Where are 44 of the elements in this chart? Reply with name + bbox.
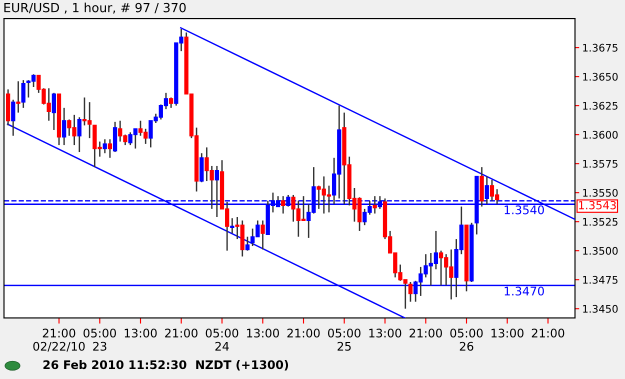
x-tick-label: 13:00: [247, 328, 279, 338]
x-tick-label: 05:00 23: [84, 328, 116, 351]
candlestick: [21, 79, 26, 109]
x-tick-label: 05:00 26: [450, 328, 483, 351]
candlestick: [230, 217, 234, 234]
y-tick-label: 1.3500: [583, 246, 618, 255]
chart-title: EUR/USD , 1 hour, # 97 / 370: [4, 2, 186, 14]
candlestick: [102, 138, 107, 154]
ref-line-label: 1.3470: [504, 286, 544, 296]
x-tick-label: 05:00 24: [206, 328, 238, 351]
y-tick-label: 1.3525: [583, 218, 618, 226]
x-tick-label: 21:00: [287, 328, 320, 338]
candlestick: [408, 281, 413, 302]
x-tick-label: 21:00: [410, 328, 442, 338]
candlestick: [108, 138, 112, 159]
y-tick-label: 1.3675: [583, 44, 618, 52]
x-tick-label: 13:00: [369, 328, 402, 338]
candlestick: [62, 107, 66, 146]
x-tick-label: 21:00 02/22/10: [33, 328, 85, 352]
candlestick: [281, 195, 286, 214]
candlestick: [16, 80, 20, 114]
candlestick: [52, 92, 56, 131]
candlestick: [260, 220, 265, 250]
x-tick-label: 05:00 25: [328, 328, 360, 351]
y-tick-label: 1.3550: [583, 188, 618, 197]
x-tick-label: 13:00: [492, 328, 524, 338]
y-tick-label: 1.3600: [583, 130, 618, 139]
text: 26 Feb 2010 11:52:30 NZDT (+1300): [43, 360, 288, 371]
x-tick-label: 13:00: [124, 328, 157, 338]
y-tick-label: 1.3575: [583, 160, 618, 168]
ref-line-label: 1.3543: [579, 200, 616, 210]
ref-line-label: 1.3540: [504, 205, 544, 214]
x-tick-label: 21:00: [165, 328, 198, 338]
candlestick: [112, 121, 118, 153]
candlestick: [77, 116, 82, 153]
y-tick-label: 1.3650: [583, 72, 618, 81]
candlestick: [200, 152, 204, 183]
y-tick-label: 1.3450: [583, 304, 618, 313]
y-tick-label: 1.3625: [583, 102, 618, 110]
x-tick-label: 21:00: [532, 328, 564, 338]
candlestick: [245, 236, 250, 252]
candlestick: [168, 96, 174, 109]
candlestick: [372, 195, 377, 214]
y-tick-label: 1.3475: [583, 276, 618, 284]
